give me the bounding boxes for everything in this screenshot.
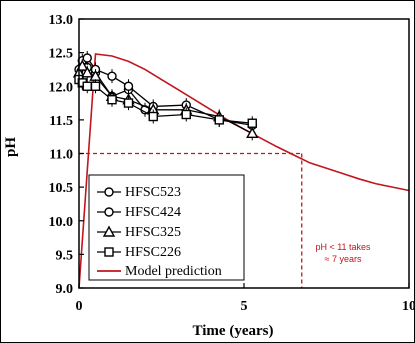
legend-marker-hfsc325 (102, 225, 116, 237)
point-hfsc226-8 (214, 115, 224, 125)
y-tick-label-11.5: 11.5 (49, 114, 73, 129)
x-tick-label-5: 5 (241, 299, 248, 314)
y-tick-label-12.5: 12.5 (49, 47, 74, 62)
legend-marker-hfsc523 (104, 187, 114, 197)
y-tick-label-10.0: 10.0 (49, 215, 74, 230)
axes: 9.0 9.5 10.0 10.5 11.0 11.5 12.0 12.5 13.0 0 5 10 (49, 13, 415, 314)
legend-label-hfsc424: HFSC424 (125, 205, 181, 220)
point-hfsc424-5 (123, 81, 134, 91)
x-tick-label-10: 10 (402, 299, 414, 314)
x-tick-label-0: 0 (76, 299, 83, 314)
point-hfsc226-7 (181, 109, 191, 120)
annotation-line-1: pH < 11 takes (315, 242, 371, 252)
point-hfsc226-9 (247, 118, 257, 128)
point-hfsc226-3 (90, 81, 101, 91)
point-hfsc325-1 (76, 59, 89, 71)
annotation-line-2: ≈ 7 years (325, 254, 362, 264)
point-hfsc424-4 (107, 71, 117, 81)
y-tick-label-10.5: 10.5 (49, 181, 74, 196)
legend-swatches (97, 187, 121, 272)
x-axis-title: Time (years) (193, 323, 274, 339)
legend-label-hfsc226: HFSC226 (125, 245, 181, 260)
data-series-layer (72, 51, 259, 141)
y-tick-label-13.0: 13.0 (49, 13, 74, 28)
point-hfsc226-5 (123, 98, 134, 108)
legend-marker-hfsc226 (104, 247, 114, 257)
legend-marker-hfsc424 (104, 207, 114, 217)
point-hfsc226-4 (107, 94, 117, 105)
y-tick-label-12.0: 12.0 (49, 80, 74, 95)
point-hfsc226-2 (82, 81, 92, 91)
y-tick-label-9.5: 9.5 (56, 248, 74, 263)
point-hfsc325-9 (246, 126, 259, 139)
series-line-hfsc325 (78, 64, 253, 134)
point-hfsc424-2 (82, 53, 92, 63)
reference-lines (79, 152, 303, 288)
point-hfsc226-6 (148, 111, 158, 122)
y-axis-title: pH (3, 137, 19, 157)
legend-label-model: Model prediction (125, 264, 222, 279)
legend-label-hfsc523: HFSC523 (125, 185, 181, 200)
legend: HFSC523 HFSC424 HFSC325 HFSC226 Model pr… (88, 174, 245, 281)
y-tick-label-9.0: 9.0 (56, 282, 74, 297)
point-hfsc325-2 (81, 66, 94, 78)
legend-label-hfsc325: HFSC325 (125, 225, 181, 240)
y-tick-label-11.0: 11.0 (49, 148, 73, 163)
